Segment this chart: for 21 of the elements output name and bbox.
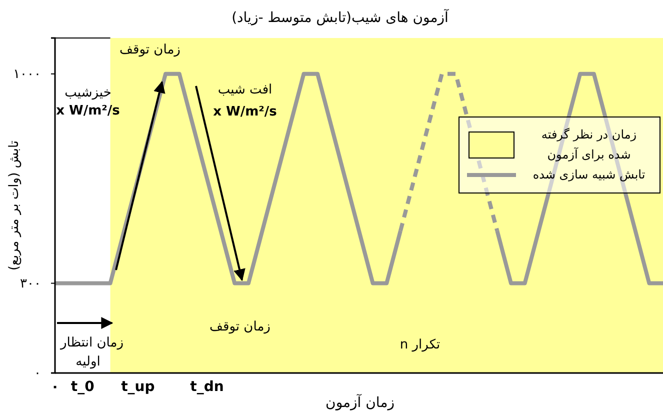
annotation: افت شیب	[218, 82, 272, 98]
y-tick-label: ۰	[34, 366, 41, 382]
annotation: زمان انتظار	[60, 336, 124, 351]
legend-label: تابش شبیه سازی شده	[532, 167, 646, 182]
x-tick-label: t_up	[121, 378, 155, 395]
x-tick-label: ۰	[50, 378, 60, 395]
x-axis-title: زمان آزمون	[326, 393, 394, 411]
annotation: زمان توقف	[210, 320, 270, 335]
y-axis-title: تابش (وات بر متر مربع)	[7, 140, 22, 271]
x-tick-label: t_0	[70, 378, 95, 395]
chart-title: آزمون های شیب(تابش متوسط -زیاد)	[232, 8, 450, 26]
annotation: خیزشیب	[64, 86, 112, 101]
annotation: x W/m²/s	[56, 104, 120, 119]
annotation: x W/m²/s	[213, 104, 278, 120]
annotation: زمان در نظر گرفته شده برای آزمون	[541, 127, 637, 162]
y-tick-label: ۳۰۰	[20, 276, 41, 292]
annotation: اولیه	[76, 354, 100, 370]
x-tick-label: t_dn	[190, 378, 224, 395]
annotation: زمان توقف	[120, 42, 180, 58]
annotation: n تکرار	[400, 338, 440, 353]
y-tick-label: ۱۰۰۰	[13, 67, 41, 82]
